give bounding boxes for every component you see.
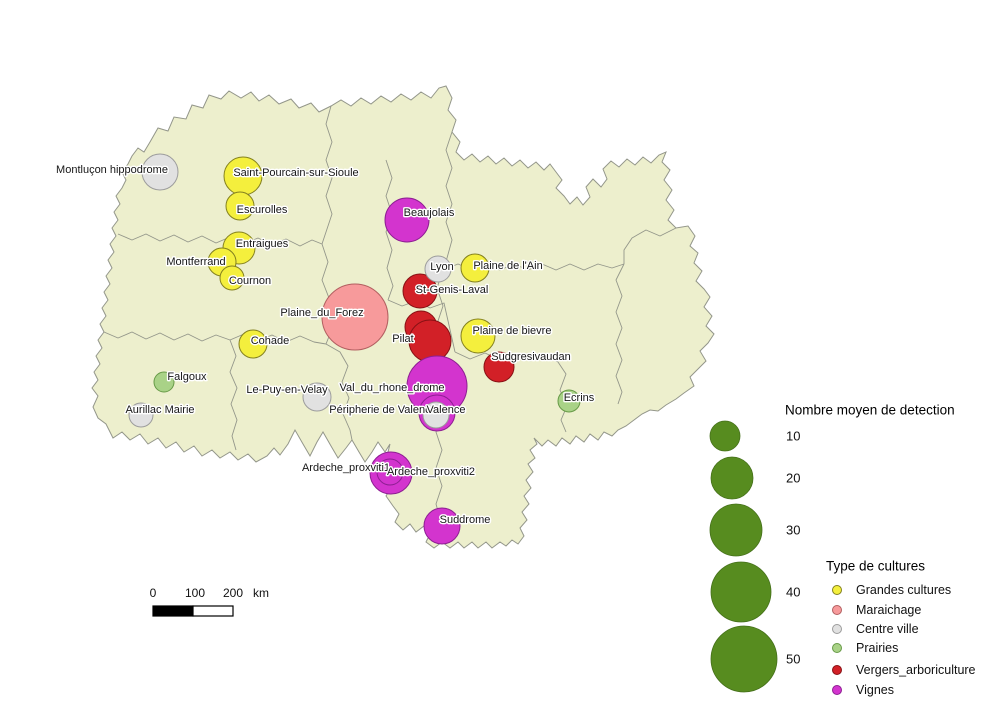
type-legend: Type de cultures Grandes cultures Maraich… [826, 559, 976, 698]
size-legend-items: 10 20 30 40 50 [709, 420, 800, 693]
site-label-st-genis-laval: St-Genis-Laval [416, 284, 489, 296]
size-legend-value-30: 30 [786, 523, 800, 538]
type-legend-title: Type de cultures [826, 559, 925, 574]
site-circle-montlucon-hippodrome [141, 153, 179, 191]
site-label-ardeche-proxviti2: Ardeche_proxviti2 [387, 466, 475, 478]
type-legend-swatch-grandes_cultures [832, 585, 842, 595]
scale-bar-label-2: 200 [223, 586, 243, 600]
type-legend-swatch-prairies [832, 643, 842, 653]
type-legend-label-prairies: Prairies [856, 641, 898, 655]
site-circle-valence [422, 401, 450, 429]
type-legend-label-centre_ville: Centre ville [856, 622, 919, 636]
size-legend-circle-40 [710, 561, 772, 623]
site-circle-le-puy-en-velay [302, 382, 332, 412]
site-label-aurillac-mairie: Aurillac Mairie [125, 404, 194, 416]
scale-bar: 0 100 200 km [150, 586, 269, 617]
site-label-val-du-rhone-drome: Val_du_rhone_drome [340, 382, 445, 394]
site-circle-plaine-de-bievre [460, 318, 496, 354]
size-legend-value-40: 40 [786, 585, 800, 600]
site-label-cournon: Cournon [229, 275, 271, 287]
site-circle-sudgresivaudan [483, 351, 515, 383]
size-legend: Nombre moyen de detection 10 20 30 40 50 [709, 403, 955, 693]
size-legend-value-50: 50 [786, 652, 800, 667]
type-legend-swatch-centre_ville [832, 624, 842, 634]
site-circle-aurillac-mairie [128, 402, 154, 428]
site-circle-ardeche-proxviti2 [376, 458, 404, 486]
site-circle-plaine-de-l-ain [460, 253, 490, 283]
site-label-le-puy-en-velay: Le-Puy-en-Velay [246, 384, 328, 396]
site-circle-suddrome [423, 507, 461, 545]
site-label-lyon: Lyon [430, 261, 453, 273]
type-legend-swatch-vergers_arboriculture [832, 665, 842, 675]
site-labels: Montluçon hippodrome Saint-Pourcain-sur-S… [55, 163, 597, 528]
size-legend-value-20: 20 [786, 471, 800, 486]
size-legend-value-10: 10 [786, 429, 800, 444]
site-label-plaine-de-l-ain: Plaine de l'Ain [473, 260, 542, 272]
site-circle-pilat-2 [408, 319, 452, 363]
site-label-montferrand: Montferrand [166, 256, 225, 268]
site-circle-cournon [219, 265, 245, 291]
site-circle-escurolles [225, 191, 255, 221]
site-label-falgoux: Falgoux [167, 371, 207, 383]
site-label-plaine-de-bievre: Plaine de bievre [473, 325, 552, 337]
size-legend-title: Nombre moyen de detection [785, 403, 955, 418]
site-circle-falgoux [153, 371, 175, 393]
type-legend-swatch-maraichage [832, 605, 842, 615]
site-circles [128, 153, 581, 545]
type-legend-label-vignes: Vignes [856, 683, 894, 697]
site-label-suddrome: Suddrome [440, 514, 491, 526]
scale-bar-labels: 0 100 200 km [150, 586, 269, 600]
site-label-entraigues: Entraigues [236, 238, 289, 250]
scale-bar-label-1: 100 [185, 586, 205, 600]
type-legend-label-vergers_arboriculture: Vergers_arboriculture [856, 663, 976, 677]
site-label-valence: Valence [427, 404, 466, 416]
size-legend-circle-30 [709, 503, 763, 557]
size-legend-circle-50 [710, 625, 778, 693]
type-legend-items: Grandes cultures Maraichage Centre ville Pr… [832, 583, 976, 697]
site-label-ardeche-proxviti1: Ardeche_proxviti1 [302, 462, 390, 474]
site-label-montlucon-hippodrome: Montluçon hippodrome [56, 164, 168, 176]
scale-bar-segment-filled [152, 605, 194, 617]
type-legend-label-grandes_cultures: Grandes cultures [856, 583, 951, 597]
site-label-cohade: Cohade [251, 335, 290, 347]
scale-bar-label-3: km [253, 586, 269, 600]
site-label-peripherie-de-valence: Péripherie de Valence [329, 404, 436, 416]
size-legend-circle-20 [710, 456, 754, 500]
type-legend-label-maraichage: Maraichage [856, 603, 921, 617]
site-circle-beaujolais [384, 197, 430, 243]
site-label-pilat: Pilat [392, 333, 413, 345]
type-legend-swatch-vignes [832, 685, 842, 695]
site-circle-cohade [238, 329, 268, 359]
site-circle-plaine-du-forez [321, 283, 389, 351]
site-label-saint-pourcain-sur-sioule: Saint-Pourcain-sur-Sioule [233, 167, 358, 179]
site-label-plaine-du-forez: Plaine_du_Forez [280, 307, 363, 319]
site-label-escurolles: Escurolles [237, 204, 288, 216]
site-circle-ecrins [557, 389, 581, 413]
site-label-sudgresivaudan: Sudgresivaudan [491, 351, 571, 363]
scale-bar-label-0: 0 [150, 586, 157, 600]
site-label-beaujolais: Beaujolais [404, 207, 455, 219]
site-circle-lyon [424, 255, 452, 283]
scale-bar-segment-empty [192, 605, 234, 617]
site-label-ecrins: Ecrins [564, 392, 595, 404]
size-legend-circle-10 [709, 420, 741, 452]
site-circle-st-genis-laval [402, 273, 438, 309]
